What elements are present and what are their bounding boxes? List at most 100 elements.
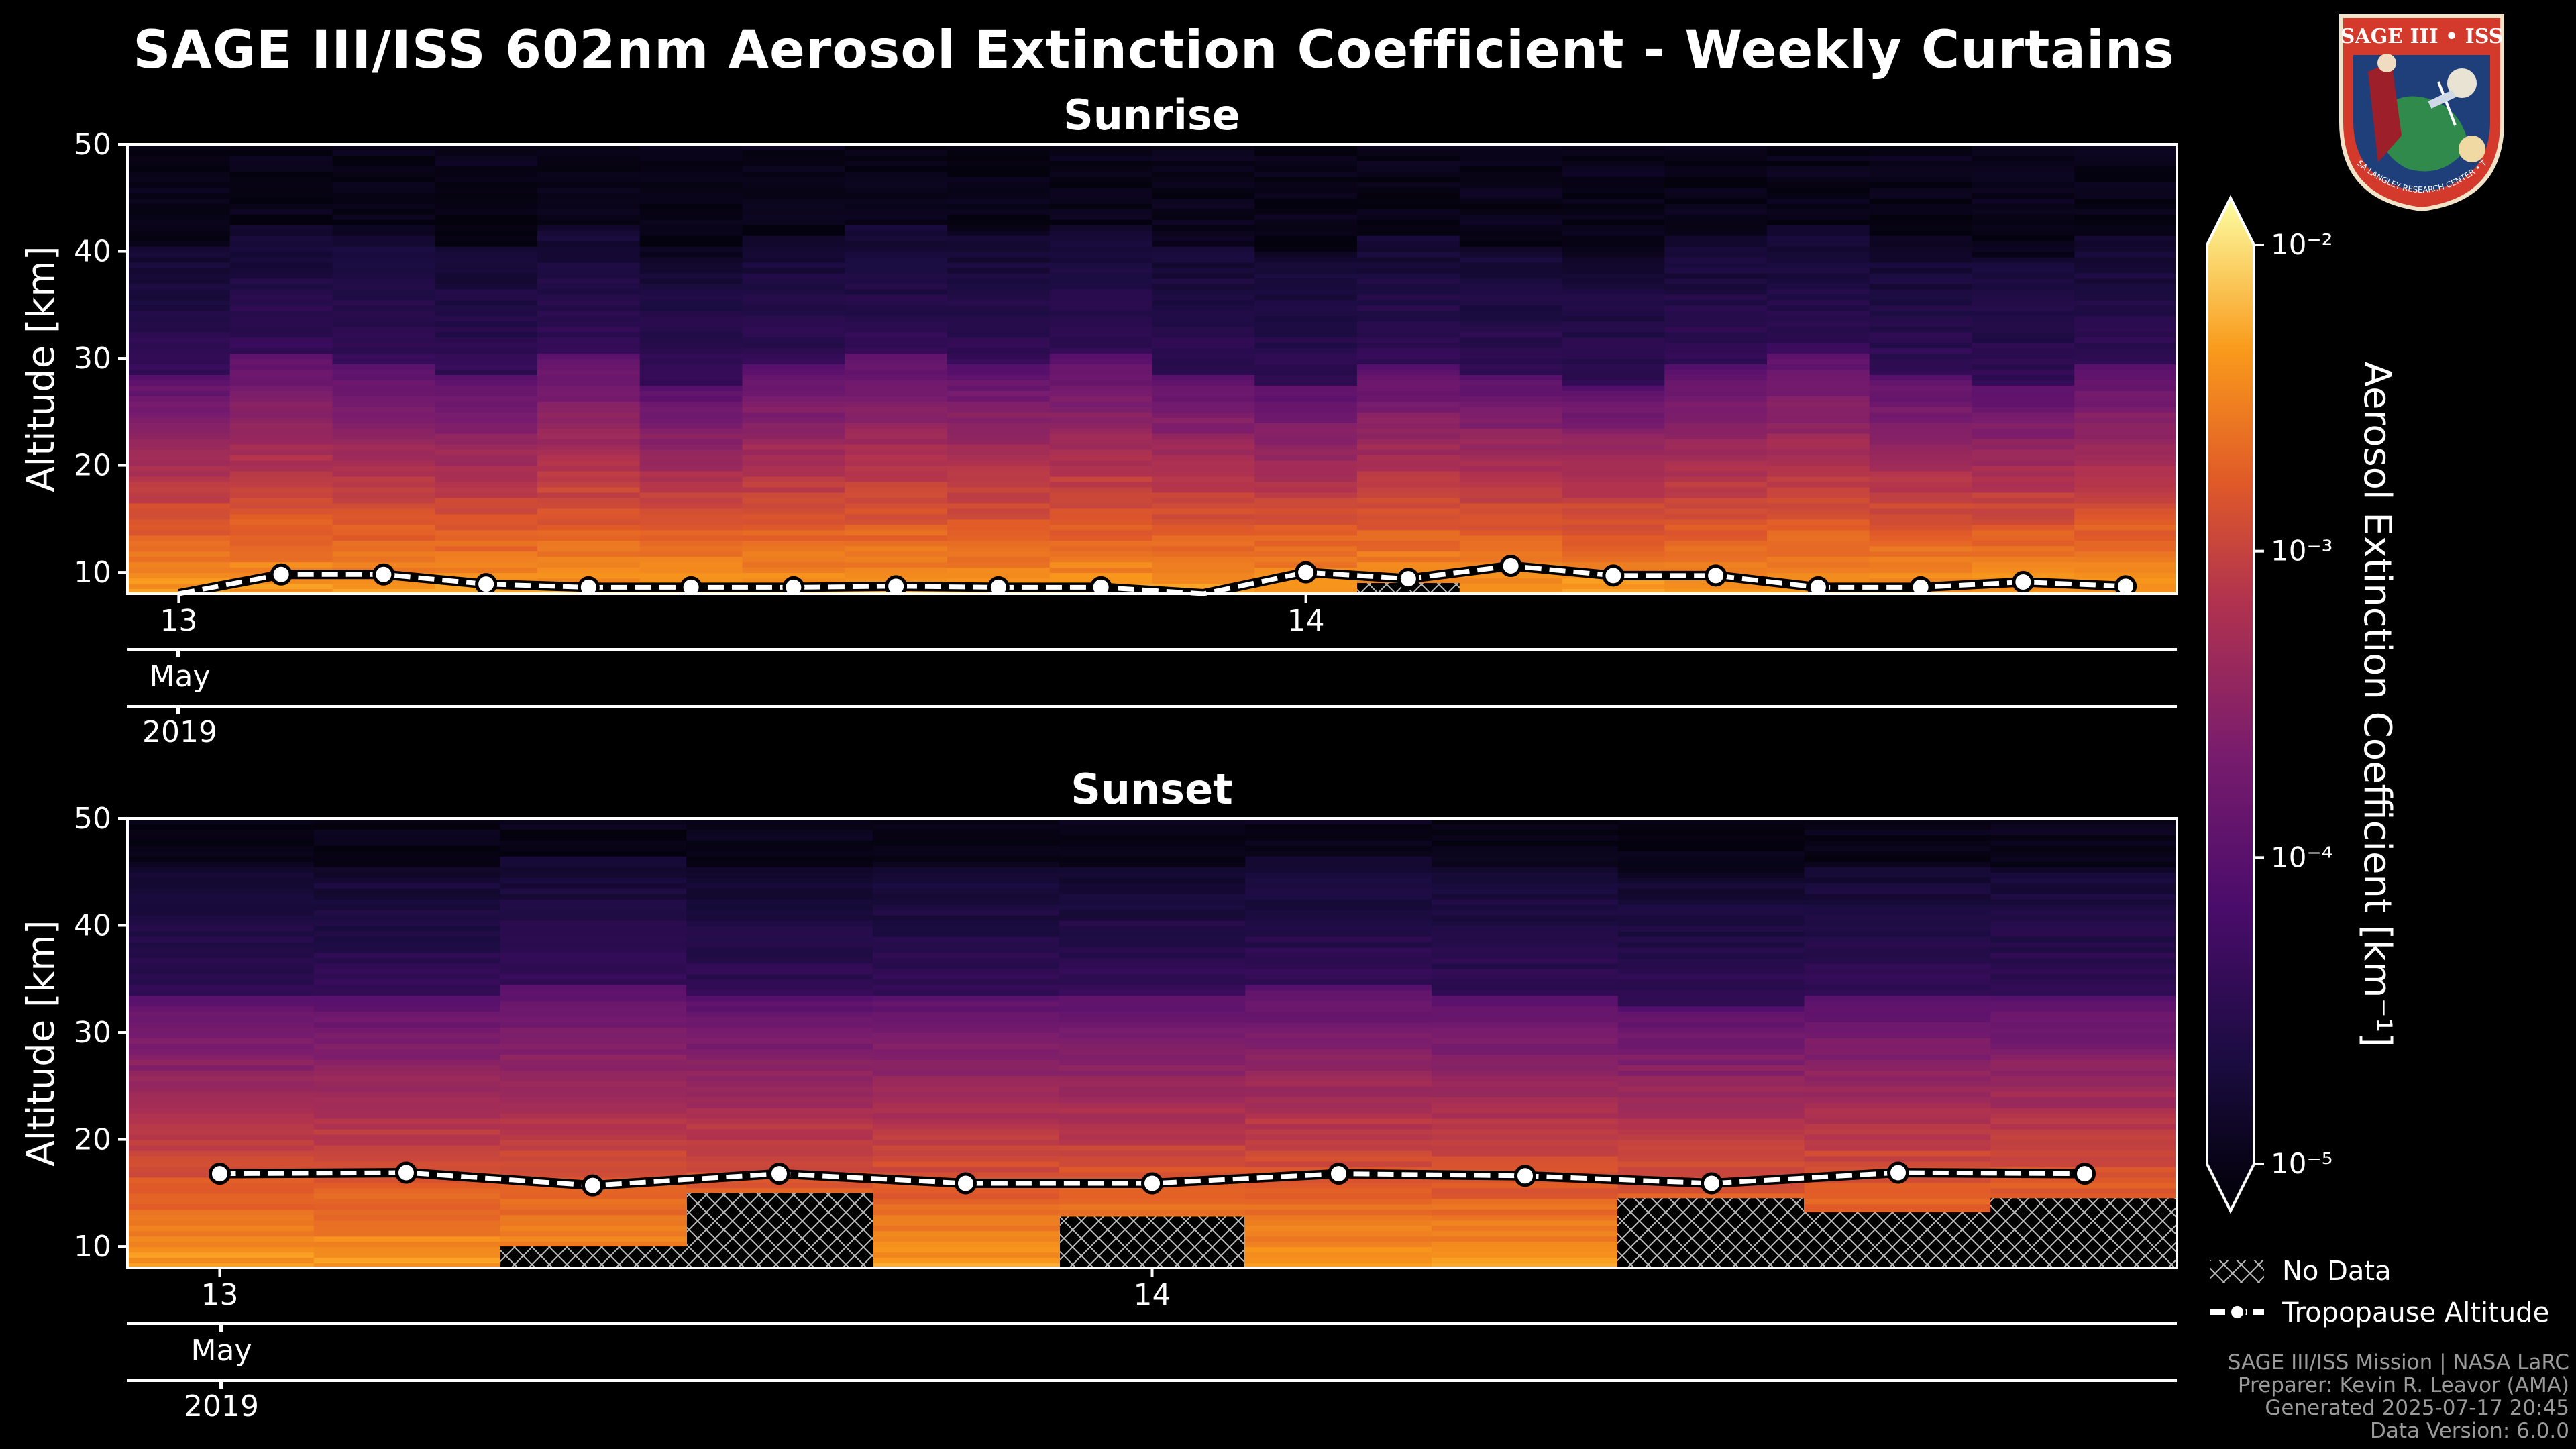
heatmap-cell [229, 294, 333, 301]
heatmap-cell [1059, 1064, 1246, 1071]
heatmap-cell [313, 1139, 501, 1146]
tropopause-marker [987, 576, 1010, 598]
heatmap-cell [639, 438, 743, 445]
heatmap-cell [1357, 406, 1460, 413]
heatmap-cell [845, 465, 948, 472]
heatmap-cell [639, 224, 743, 231]
heatmap-cell [229, 149, 333, 156]
heatmap-cell [872, 1166, 1060, 1173]
heatmap-cell [332, 513, 436, 520]
heatmap-cell [313, 984, 501, 991]
heatmap-cell [639, 556, 743, 563]
heatmap-cell [845, 438, 948, 445]
heatmap-cell [313, 1230, 501, 1237]
heatmap-cell [1152, 149, 1256, 156]
heatmap-cell [1972, 364, 2076, 370]
heatmap-cell [947, 390, 1051, 396]
heatmap-cell [1664, 364, 1768, 370]
heatmap-cell [639, 229, 743, 236]
heatmap-cell [1254, 294, 1358, 301]
heatmap-cell [1049, 219, 1153, 225]
heatmap-cell [127, 235, 231, 241]
heatmap-cell [1059, 1161, 1246, 1167]
heatmap-cell [332, 192, 436, 199]
heatmap-cell [1152, 535, 1256, 541]
heatmap-cell [1869, 556, 1973, 563]
heatmap-cell [872, 1096, 1060, 1103]
heatmap-cell [332, 170, 436, 177]
heatmap-cell [1059, 952, 1246, 959]
heatmap-cell [1869, 497, 1973, 504]
heatmap-cell [1254, 369, 1358, 375]
heatmap-cell [1245, 1193, 1433, 1199]
heatmap-cell [1767, 486, 1870, 493]
heatmap-cell [332, 411, 436, 418]
heatmap-cell [127, 438, 231, 445]
heatmap-cell [872, 893, 1060, 900]
heatmap-cell [1562, 321, 1666, 327]
heatmap-cell [2074, 519, 2177, 525]
heatmap-cell [1245, 1144, 1433, 1151]
heatmap-cell [500, 855, 688, 862]
heatmap-cell [1990, 898, 2177, 905]
heatmap-cell [537, 144, 641, 150]
heatmap-cell [686, 930, 873, 937]
heatmap-cell [1049, 369, 1153, 375]
heatmap-cell [229, 400, 333, 407]
sunrise-x-axis: 13 14 [160, 594, 1325, 638]
heatmap-cell [686, 925, 873, 932]
heatmap-cell [1152, 540, 1256, 547]
heatmap-cell [845, 305, 948, 311]
heatmap-cell [1245, 1053, 1433, 1060]
heatmap-cell [500, 936, 688, 943]
heatmap-cell [1767, 411, 1870, 418]
heatmap-cell [639, 294, 743, 301]
heatmap-cell [1804, 1102, 1992, 1108]
heatmap-cell [500, 1241, 688, 1248]
heatmap-cell [332, 288, 436, 295]
heatmap-cell [1059, 1102, 1246, 1108]
heatmap-cell [1990, 930, 2177, 937]
heatmap-cell [2074, 476, 2177, 482]
heatmap-cell [1804, 1155, 1992, 1162]
heatmap-cell [435, 267, 538, 274]
heatmap-cell [1972, 256, 2076, 263]
heatmap-cell [1767, 176, 1870, 182]
heatmap-cell [1664, 170, 1768, 177]
heatmap-cell [127, 1134, 315, 1140]
heatmap-cell [127, 979, 315, 985]
heatmap-cell [1357, 556, 1460, 563]
heatmap-cell [1562, 224, 1666, 231]
heatmap-cell [1152, 492, 1256, 498]
heatmap-cell [229, 379, 333, 386]
heatmap-cell [537, 219, 641, 225]
heatmap-cell [2074, 283, 2177, 290]
heatmap-cell [2074, 186, 2177, 193]
heatmap-cell [1254, 331, 1358, 338]
heatmap-cell [1617, 1059, 1805, 1065]
heatmap-cell [947, 454, 1051, 461]
heatmap-cell [1664, 353, 1768, 360]
heatmap-cell [1049, 342, 1153, 349]
heatmap-cell [1245, 1225, 1433, 1232]
heatmap-cell [2074, 427, 2177, 434]
heatmap-cell [1245, 1182, 1433, 1189]
heatmap-cell [1357, 561, 1460, 568]
heatmap-cell [1664, 486, 1768, 493]
heatmap-cell [537, 497, 641, 504]
heatmap-cell [435, 235, 538, 241]
heatmap-cell [1432, 1011, 1619, 1018]
heatmap-cell [686, 1064, 873, 1071]
heatmap-cell [435, 186, 538, 193]
heatmap-cell [1357, 460, 1460, 466]
heatmap-cell [845, 400, 948, 407]
heatmap-cell [1049, 406, 1153, 413]
heatmap-cell [1152, 406, 1256, 413]
heatmap-cell [537, 529, 641, 536]
heatmap-cell [435, 481, 538, 488]
heatmap-cell [2074, 524, 2177, 531]
heatmap-cell [1804, 1080, 1992, 1087]
heatmap-cell [1254, 186, 1358, 193]
heatmap-cell [742, 572, 846, 579]
heatmap-cell [1245, 1032, 1433, 1039]
